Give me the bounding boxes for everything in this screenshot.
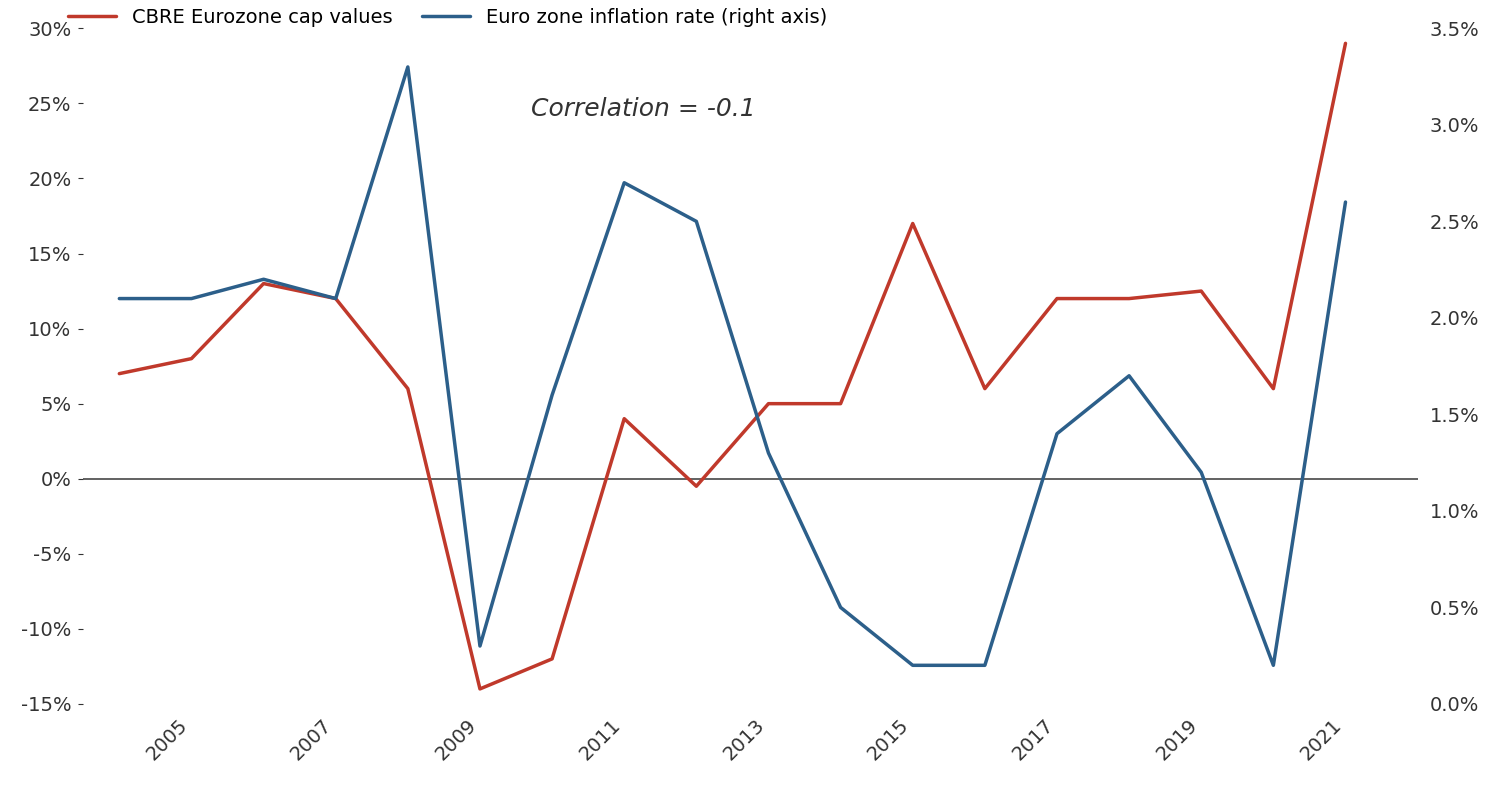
Line: Euro zone inflation rate (right axis): Euro zone inflation rate (right axis) xyxy=(120,67,1346,666)
CBRE Eurozone cap values xyxy=(399,384,417,393)
Euro zone inflation rate (right axis) xyxy=(903,661,921,670)
Legend: CBRE Eurozone cap values, Euro zone inflation rate (right axis): CBRE Eurozone cap values, Euro zone infl… xyxy=(60,0,836,35)
CBRE Eurozone cap values xyxy=(1120,294,1138,303)
CBRE Eurozone cap values xyxy=(615,414,633,423)
CBRE Eurozone cap values xyxy=(111,369,129,378)
CBRE Eurozone cap values xyxy=(903,219,921,228)
CBRE Eurozone cap values xyxy=(831,399,849,408)
Euro zone inflation rate (right axis) xyxy=(471,641,489,651)
Euro zone inflation rate (right axis) xyxy=(1048,429,1066,438)
Line: CBRE Eurozone cap values: CBRE Eurozone cap values xyxy=(120,43,1346,689)
Euro zone inflation rate (right axis) xyxy=(1264,661,1282,670)
Euro zone inflation rate (right axis) xyxy=(255,275,273,284)
CBRE Eurozone cap values xyxy=(327,294,345,303)
CBRE Eurozone cap values xyxy=(1264,384,1282,393)
Euro zone inflation rate (right axis) xyxy=(615,178,633,188)
CBRE Eurozone cap values xyxy=(759,399,777,408)
CBRE Eurozone cap values xyxy=(183,354,201,363)
Euro zone inflation rate (right axis) xyxy=(543,390,561,400)
Euro zone inflation rate (right axis) xyxy=(399,62,417,71)
CBRE Eurozone cap values xyxy=(255,279,273,288)
CBRE Eurozone cap values xyxy=(976,384,994,393)
Euro zone inflation rate (right axis) xyxy=(831,603,849,612)
Euro zone inflation rate (right axis) xyxy=(976,661,994,670)
CBRE Eurozone cap values xyxy=(1192,287,1210,296)
Euro zone inflation rate (right axis) xyxy=(687,217,705,226)
Euro zone inflation rate (right axis) xyxy=(1120,371,1138,381)
CBRE Eurozone cap values xyxy=(1048,294,1066,303)
CBRE Eurozone cap values xyxy=(1336,38,1354,48)
Euro zone inflation rate (right axis) xyxy=(111,294,129,303)
CBRE Eurozone cap values xyxy=(687,481,705,491)
Euro zone inflation rate (right axis) xyxy=(1336,197,1354,206)
CBRE Eurozone cap values xyxy=(543,654,561,663)
CBRE Eurozone cap values xyxy=(471,685,489,694)
Euro zone inflation rate (right axis) xyxy=(327,294,345,303)
Euro zone inflation rate (right axis) xyxy=(1192,468,1210,477)
Text: Correlation = -0.1: Correlation = -0.1 xyxy=(531,97,756,121)
Euro zone inflation rate (right axis) xyxy=(759,448,777,458)
Euro zone inflation rate (right axis) xyxy=(183,294,201,303)
